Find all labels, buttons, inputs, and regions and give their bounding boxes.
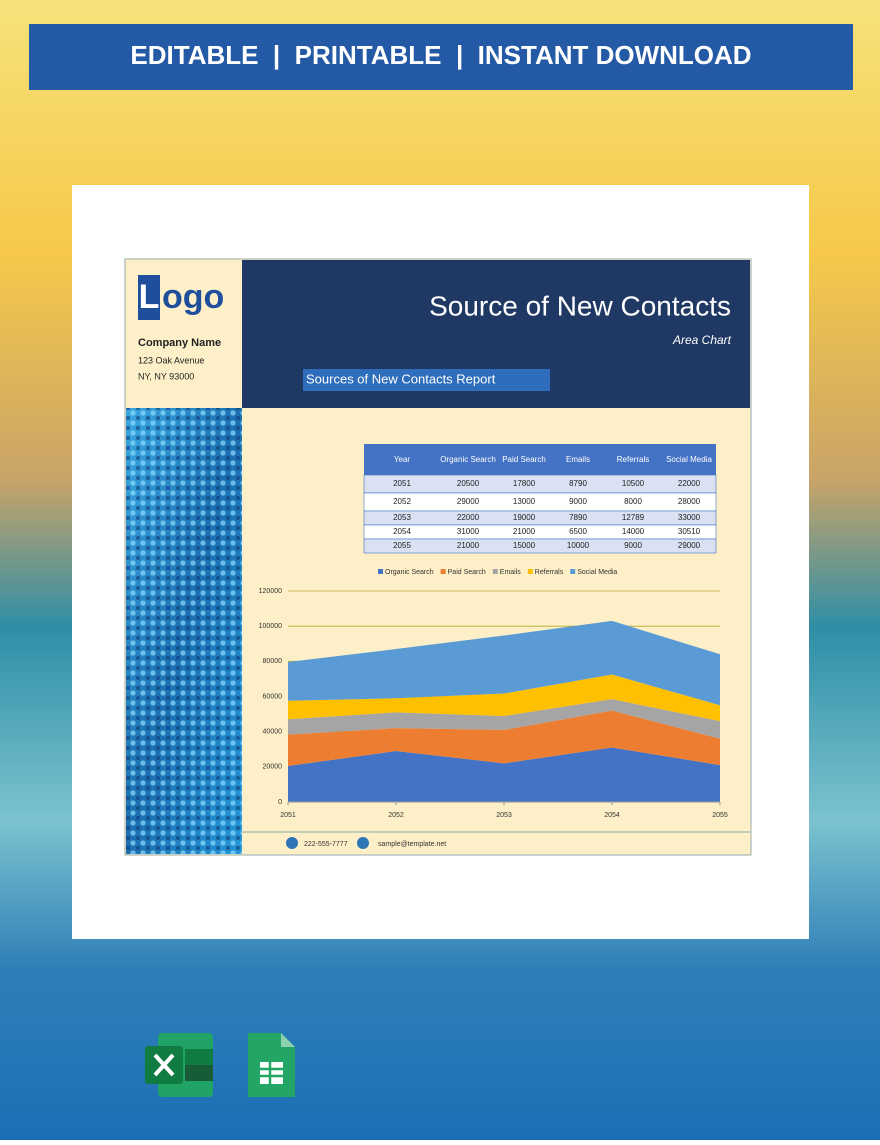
area [288,710,720,766]
table-cell: 9000 [569,497,587,506]
table-cell: 2054 [393,527,411,536]
table-cell: 22000 [457,513,480,522]
area [288,620,720,706]
table-cell: 29000 [457,497,480,506]
table-cell: 6500 [569,527,587,536]
table-row [363,510,717,526]
table-cell: 20500 [457,479,480,488]
table-cell: 10000 [567,541,590,550]
table-cell: 8000 [624,497,642,506]
legend-label: Paid Search [448,569,486,576]
table-cell: 29000 [678,541,701,550]
table-cell: 28000 [678,497,701,506]
table-header [364,444,716,476]
table-row [363,538,717,554]
area [288,747,720,802]
table-cell: 21000 [457,541,480,550]
legend-swatch [527,569,533,574]
legend-swatch [440,569,446,574]
y-tick-label: 80000 [263,658,283,665]
legend-label: Organic Search [385,569,434,576]
table-cell: 17800 [513,479,536,488]
phone-icon [286,837,298,849]
legend-label: Emails [500,569,522,576]
legend-swatch [378,569,383,574]
table-cell: 2055 [393,541,411,550]
column-header: Year [394,455,411,464]
report-title: Sources of New Contacts Report [306,371,496,386]
table-cell: 19000 [513,513,536,522]
table-cell: 30510 [678,527,701,536]
y-tick-label: 0 [278,799,282,806]
table: Year Organic Search Paid Search Emails Refer… [363,444,717,554]
address: 123 Oak Avenue [138,355,204,365]
table-row [363,474,717,494]
excel-icon [145,1033,213,1097]
table-cell: 31000 [457,527,480,536]
legend-swatch [570,569,576,574]
banner [29,24,853,90]
table-cell: 9000 [624,541,642,550]
logo-rest: ogo [162,278,224,316]
area [288,699,720,739]
table-cell: 2052 [393,497,411,506]
phone: 222-555-7777 [304,841,348,848]
x-tick-label: 2052 [388,812,404,819]
x-tick-label: 2054 [604,812,620,819]
column-header: Emails [566,455,590,464]
table-row [363,524,717,540]
logo-letter: L [139,278,160,316]
x-tick-label: 2055 [712,812,728,819]
x-tick-label: 2053 [496,812,512,819]
area [288,674,720,722]
table-cell: 21000 [513,527,536,536]
column-header: Referrals [617,455,649,464]
mail-icon [357,837,369,849]
table-cell: 2053 [393,513,411,522]
email: sample@template.net [378,841,446,848]
subtitle: Area Chart [672,333,732,347]
table-cell: 8790 [569,479,587,488]
table-cell: 22000 [678,479,701,488]
title: Source of New Contacts [429,290,731,321]
table-cell: 33000 [678,513,701,522]
y-tick-label: 40000 [263,729,283,736]
company-name: Company Name [138,337,221,349]
legend-label: Social Media [577,569,617,576]
table-cell: 15000 [513,541,536,550]
logo-box [138,275,160,320]
table-cell: 7890 [569,513,587,522]
table-cell: 14000 [622,527,645,536]
banner-text: EDITABLE | PRINTABLE | INSTANT DOWNLOAD [130,40,751,70]
chart: 0 20000 40000 60000 80000 100000 120000 2051 205… [259,569,728,819]
legend-swatch [492,569,498,574]
column-header: Social Media [666,455,712,464]
sheets-icon [248,1033,295,1097]
y-tick-label: 60000 [263,693,283,700]
column-header: Paid Search [502,455,546,464]
y-tick-label: 20000 [263,764,283,771]
table-cell: 12789 [622,513,645,522]
y-tick-label: 100000 [259,623,282,630]
sparkle-dots [126,408,242,854]
table-row [363,492,717,512]
table-cell: 2051 [393,479,411,488]
report-box [303,369,550,391]
y-tick-label: 120000 [259,588,282,595]
x-tick-label: 2051 [280,812,296,819]
legend-label: Referrals [535,569,564,576]
table-cell: 13000 [513,497,536,506]
address: NY, NY 93000 [138,371,194,381]
column-header: Organic Search [440,455,496,464]
table-cell: 10500 [622,479,645,488]
